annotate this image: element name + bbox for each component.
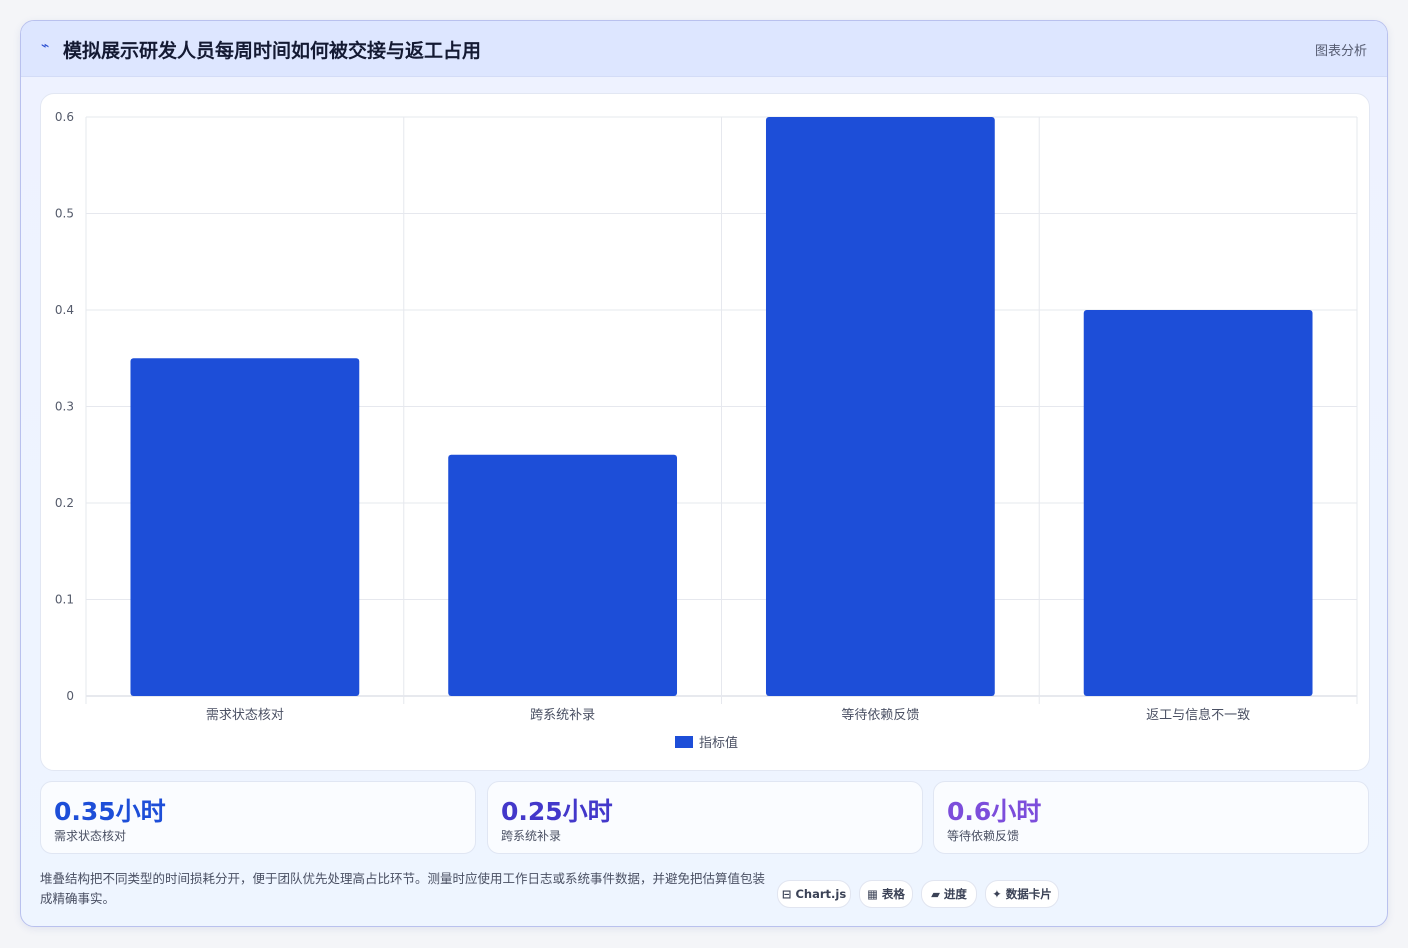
x-tick-label: 需求状态核对: [206, 708, 284, 723]
stat-value: 0.35小时: [54, 797, 166, 826]
stat-value: 0.6小时: [947, 797, 1042, 826]
pill-chartjs[interactable]: ⊟ Chart.js: [777, 880, 851, 908]
stat-card-2: 0.6小时 等待依赖反馈: [933, 781, 1369, 854]
chart-analysis-label: 图表分析: [1314, 44, 1367, 59]
bar-0: [130, 358, 360, 696]
x-tick-label: 返工与信息不一致: [1146, 707, 1250, 723]
stat-label: 等待依赖反馈: [947, 829, 1020, 843]
x-tick-label: 等待依赖反馈: [841, 707, 919, 723]
stat-card-1: 0.25小时 跨系统补录: [487, 781, 923, 854]
bar-1: [448, 454, 678, 696]
legend-label: 指标值: [699, 735, 738, 751]
chart-card: ⌁ 模拟展示研发人员每周时间如何被交接与返工占用 图表分析 0 0.1 0.2 0.3…: [20, 20, 1388, 927]
stat-card-0: 0.35小时 需求状态核对: [40, 781, 476, 854]
stat-label: 需求状态核对: [54, 829, 127, 843]
card-header: ⌁ 模拟展示研发人员每周时间如何被交接与返工占用 图表分析: [21, 21, 1387, 77]
pill-progress[interactable]: ▰ 进度: [921, 880, 977, 908]
stat-label: 跨系统补录: [501, 829, 562, 843]
bar-chart: 0 0.1 0.2 0.3 0.4 0.5 0.6 需求状态核对 跨系统补录 等待依赖反馈 返工与信…: [55, 110, 1358, 751]
x-tick-label: 跨系统补录: [530, 708, 595, 723]
y-tick-label: 0.3: [55, 400, 74, 414]
y-tick-label: 0.4: [55, 303, 74, 317]
trend-line-icon: ⌁: [41, 38, 50, 54]
bar-2: [765, 117, 995, 696]
footer-note: 堆叠结构把不同类型的时间损耗分开，便于团队优先处理高占比环节。测量时应使用工作日…: [40, 871, 766, 906]
stat-value: 0.25小时: [501, 797, 613, 826]
bar-3: [1083, 310, 1313, 696]
y-tick-label: 0: [66, 689, 74, 703]
y-tick-label: 0.1: [55, 593, 74, 607]
chart-panel: 0 0.1 0.2 0.3 0.4 0.5 0.6 需求状态核对 跨系统补录 等待依赖反馈 返工与信…: [40, 93, 1370, 771]
pill-table[interactable]: ▦ 表格: [859, 880, 913, 908]
y-tick-label: 0.5: [55, 207, 74, 221]
legend-swatch: [675, 736, 693, 748]
y-tick-label: 0.6: [55, 110, 74, 124]
page-title: 模拟展示研发人员每周时间如何被交接与返工占用: [63, 40, 482, 62]
y-tick-label: 0.2: [55, 496, 74, 510]
pill-data-card[interactable]: ✦ 数据卡片: [985, 880, 1059, 908]
